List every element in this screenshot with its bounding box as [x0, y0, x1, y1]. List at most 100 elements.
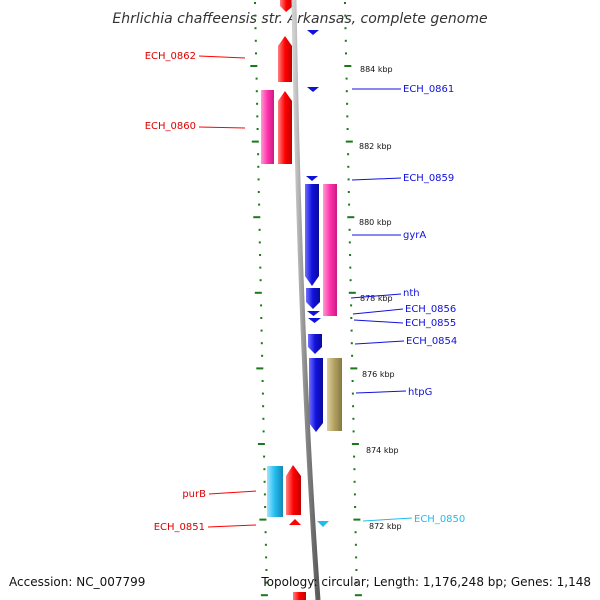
- right-track-major-tick: [345, 140, 353, 143]
- left-track-tick: [263, 468, 266, 471]
- label-ech-0855[interactable]: ECH_0855: [405, 318, 456, 329]
- label-htpg[interactable]: htpG: [408, 387, 432, 398]
- left-track-tick: [262, 430, 265, 433]
- right-track-tick: [345, 77, 348, 80]
- left-track-tick: [259, 266, 262, 269]
- label-ech-0859[interactable]: ECH_0859: [403, 173, 454, 184]
- right-track-tick: [349, 266, 352, 269]
- right-track-tick: [347, 191, 350, 193]
- gene-ech-0851[interactable]: [289, 519, 301, 525]
- left-track-tick: [254, 39, 257, 42]
- scale-label-872: 872 kbp: [369, 522, 402, 531]
- left-track-tick: [262, 417, 265, 420]
- right-track-tick: [350, 317, 353, 319]
- right-leader-lines: [350, 88, 407, 394]
- gene-ech-0861[interactable]: [307, 87, 319, 92]
- left-track-tick: [257, 191, 260, 193]
- gene-ech-0856[interactable]: [307, 311, 320, 316]
- right-track-tick: [350, 304, 353, 307]
- left-track-tick: [258, 203, 261, 206]
- left-track-tick: [260, 329, 263, 332]
- right-track-tick: [347, 153, 350, 156]
- right-track-tick: [351, 380, 354, 382]
- left-track-tick: [264, 531, 267, 534]
- right-track-major-tick: [344, 65, 352, 67]
- left-track-major-tick: [256, 367, 264, 370]
- label-nth[interactable]: nth: [403, 288, 420, 299]
- right-track-tick: [354, 506, 357, 508]
- gene-ech-0862[interactable]: [278, 36, 292, 82]
- gene-ech-0854[interactable]: [308, 334, 322, 354]
- right-track-tick: [347, 178, 350, 181]
- right-track-tick: [349, 279, 352, 282]
- label-ech-0856[interactable]: ECH_0856: [405, 304, 456, 315]
- left-track-tick: [256, 128, 259, 130]
- right-track-tick: [347, 165, 350, 168]
- right-track-tick: [345, 90, 348, 93]
- left-track-tick: [258, 241, 261, 244]
- gene-ech-0859[interactable]: [306, 176, 318, 181]
- left-track-tick: [259, 254, 262, 256]
- left-track-tick: [257, 165, 260, 168]
- label-gyra[interactable]: gyrA: [403, 230, 426, 241]
- gene-purb-cyan[interactable]: [267, 466, 283, 517]
- gene-ech-0855[interactable]: [308, 318, 321, 323]
- right-track-tick: [353, 493, 356, 496]
- gene-ech-0860-pink[interactable]: [261, 90, 274, 164]
- gene-ech-0860[interactable]: [278, 91, 292, 164]
- left-track-tick: [256, 115, 259, 118]
- left-track-major-tick: [259, 518, 267, 521]
- gene-nth[interactable]: [306, 288, 320, 309]
- right-track-tick: [346, 128, 349, 130]
- left-track-tick: [263, 455, 266, 458]
- right-track-tick: [355, 556, 358, 559]
- right-track-major-tick: [354, 594, 362, 597]
- left-track-major-tick: [253, 216, 261, 219]
- left-track-tick: [264, 506, 267, 508]
- right-track-tick: [344, 27, 347, 30]
- label-ech-0851[interactable]: ECH_0851: [154, 522, 205, 533]
- label-ech-0850[interactable]: ECH_0850: [414, 514, 465, 525]
- right-track-tick: [353, 455, 356, 458]
- left-track-tick: [261, 354, 264, 357]
- scale-label-880: 880 kbp: [359, 218, 392, 227]
- top-partial-forward-gene: [280, 0, 293, 12]
- scale-label-884: 884 kbp: [360, 65, 393, 74]
- right-track-tick: [348, 228, 351, 231]
- label-ech-0854[interactable]: ECH_0854: [406, 336, 457, 347]
- label-ech-0862[interactable]: ECH_0862: [145, 51, 196, 62]
- left-track-tick: [256, 102, 259, 105]
- right-track-tick: [351, 354, 354, 357]
- gene-ech-0850[interactable]: [317, 521, 329, 527]
- left-track-major-tick: [257, 443, 265, 445]
- gene-gyra[interactable]: [305, 184, 319, 286]
- left-track-tick: [254, 14, 257, 17]
- right-track-tick: [344, 39, 347, 42]
- top-partial-reverse-marker: [307, 30, 319, 35]
- left-track-tick: [261, 380, 264, 382]
- accession-text: Accession: NC_007799: [9, 575, 145, 589]
- gene-gyra-pink[interactable]: [323, 184, 337, 316]
- left-track-tick: [265, 569, 268, 571]
- gene-purb[interactable]: [286, 465, 301, 515]
- right-track-major-tick: [351, 443, 359, 445]
- gene-htpg-olive[interactable]: [327, 358, 342, 431]
- right-track-tick: [352, 430, 355, 433]
- left-track-tick: [260, 342, 263, 345]
- right-track-tick: [353, 468, 356, 471]
- left-track-tick: [255, 90, 258, 93]
- genome-backbone: [291, 0, 321, 600]
- gene-htpg[interactable]: [309, 358, 323, 432]
- scale-label-878: 878 kbp: [360, 294, 393, 303]
- label-purb[interactable]: purB: [182, 489, 206, 500]
- label-ech-0861[interactable]: ECH_0861: [403, 84, 454, 95]
- right-track-tick: [348, 241, 351, 244]
- left-leader-lines: [198, 55, 257, 528]
- scale-label-874: 874 kbp: [366, 446, 399, 455]
- left-track-tick: [265, 581, 268, 584]
- label-ech-0860[interactable]: ECH_0860: [145, 121, 196, 132]
- left-track-tick: [260, 317, 263, 319]
- left-tick-track: [250, 2, 268, 597]
- right-track-major-tick: [347, 216, 355, 219]
